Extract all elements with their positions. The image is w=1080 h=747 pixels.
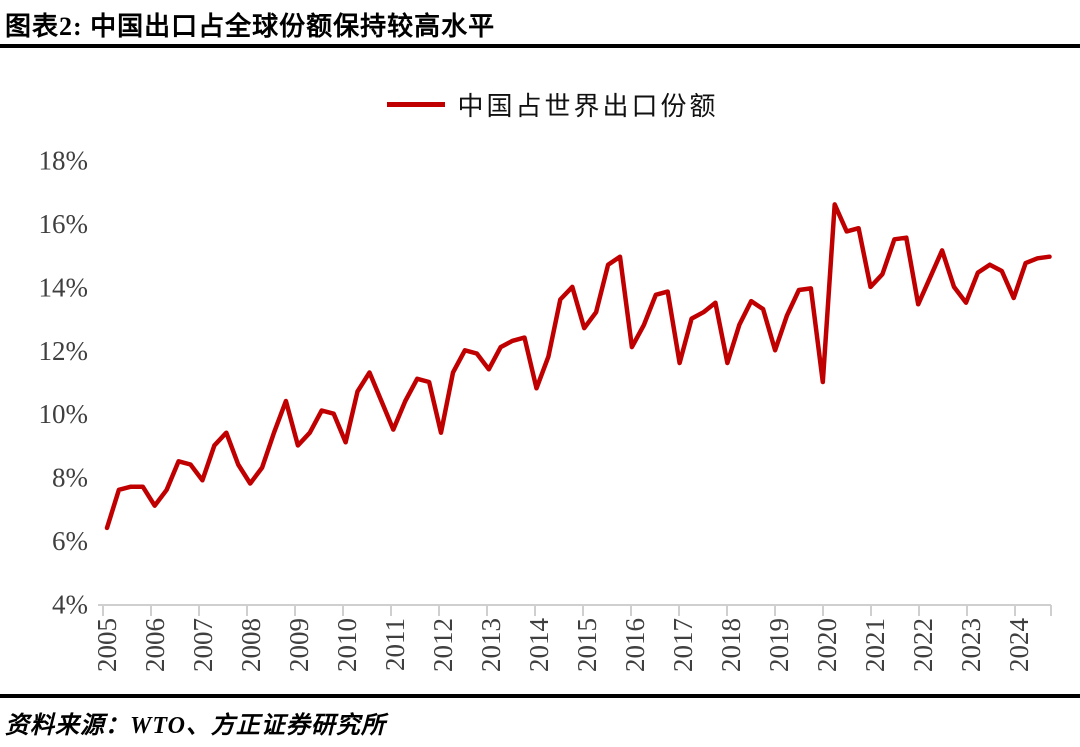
chart-legend: 中国占世界出口份额 (0, 86, 1080, 123)
legend-label: 中国占世界出口份额 (457, 92, 719, 121)
x-axis-label: 2019 (764, 618, 794, 672)
x-axis-label: 2014 (524, 618, 554, 673)
title-divider-rule (0, 44, 1080, 48)
y-axis-label: 18% (39, 146, 89, 176)
x-axis-label: 2006 (140, 618, 170, 672)
y-axis-label: 12% (39, 336, 89, 366)
x-axis-label: 2021 (860, 618, 890, 672)
x-axis-label: 2015 (572, 618, 602, 672)
x-axis-label: 2012 (428, 618, 458, 672)
y-axis-label: 10% (39, 399, 89, 429)
x-axis-label: 2005 (92, 618, 122, 672)
x-axis-label: 2022 (908, 618, 938, 672)
x-axis-label: 2007 (188, 618, 218, 672)
x-axis-label: 2008 (236, 618, 266, 672)
x-axis-label: 2020 (812, 618, 842, 672)
x-axis-label: 2009 (284, 618, 314, 672)
legend-line-swatch (387, 102, 446, 107)
x-axis-label: 2018 (716, 618, 746, 672)
y-axis-label: 16% (39, 209, 89, 239)
y-axis-label: 8% (52, 463, 88, 493)
x-axis-label: 2016 (620, 618, 650, 672)
line-chart: 18% 16% 14% 12% 10% 8% 6% 4%2005 2006 2007 2008 200… (39, 146, 1052, 673)
source-note: 资料来源：WTO、方正证券研究所 (5, 713, 386, 739)
figure-title: 图表2: 中国出口占全球份额保持较高水平 (5, 12, 496, 41)
x-axis-label: 2017 (668, 618, 698, 672)
x-axis-label: 2024 (1004, 618, 1034, 673)
y-axis-label: 14% (39, 272, 89, 302)
x-axis-label: 2010 (332, 618, 362, 672)
source-divider-rule (0, 694, 1080, 698)
x-axis-label: 2011 (380, 618, 410, 671)
series-line-china-export-share (104, 202, 1052, 531)
y-axis-label: 6% (52, 526, 88, 556)
x-axis-label: 2013 (476, 618, 506, 672)
y-axis-label: 4% (52, 590, 88, 620)
x-axis-label: 2023 (956, 618, 986, 672)
